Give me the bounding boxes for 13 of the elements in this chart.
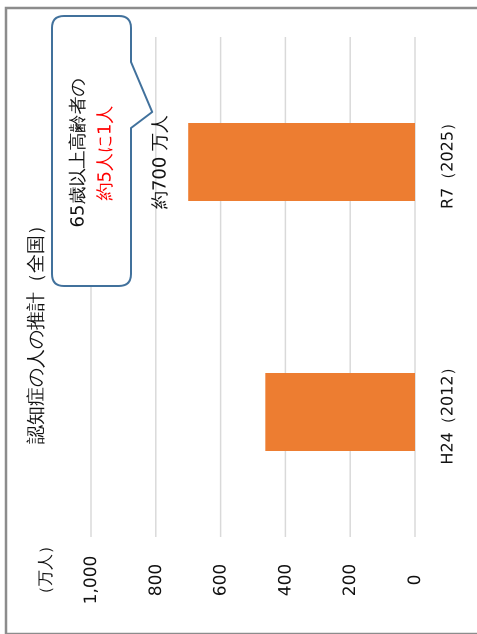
tick: 600 xyxy=(210,564,231,596)
tick: 800 xyxy=(146,564,166,596)
tick: 0 xyxy=(405,574,425,586)
tick: 400 xyxy=(275,564,296,596)
tick: 200 xyxy=(340,564,360,596)
unit-note: （万人） xyxy=(36,538,54,602)
annotation: 約5人に1人 xyxy=(94,106,116,200)
title: 認知症の人の推計（全国） xyxy=(25,216,47,444)
tick: 1,000 xyxy=(81,556,101,604)
category: R7（2025） xyxy=(438,115,456,209)
value-label: 約700 万人 xyxy=(150,114,171,210)
category: H24（2012） xyxy=(438,359,456,465)
annotation: 65歳以上高齢者の xyxy=(68,78,88,228)
